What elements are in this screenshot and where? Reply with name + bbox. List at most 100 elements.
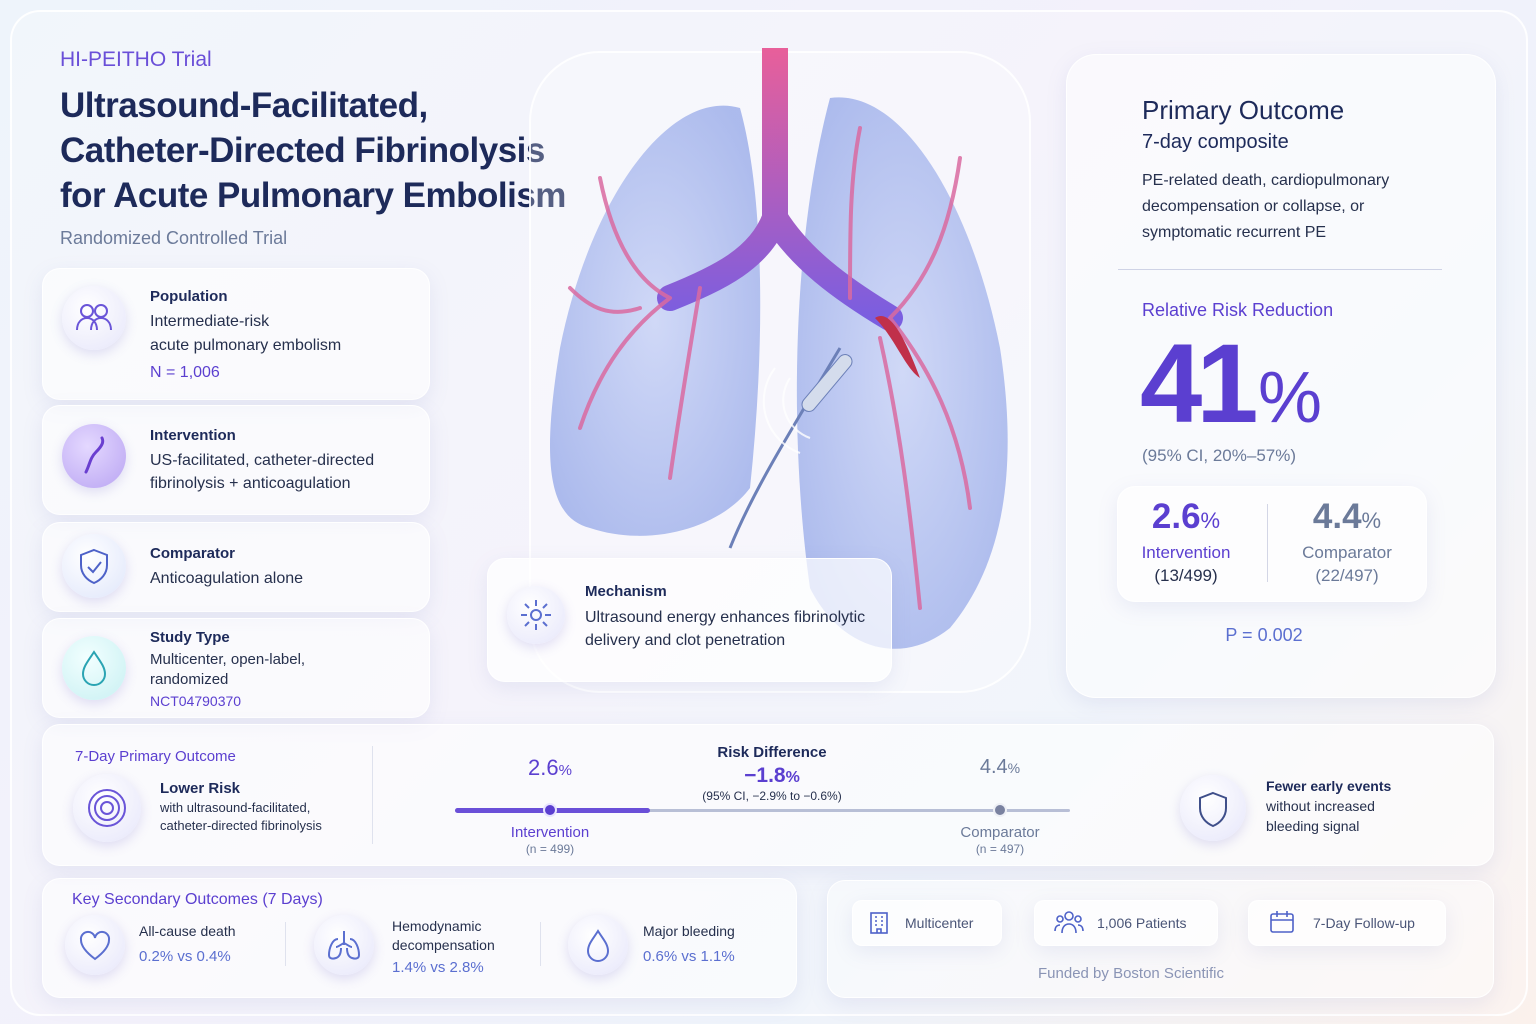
arm-value: 2.6% xyxy=(1106,497,1266,537)
arm-count: (13/499) xyxy=(1154,566,1218,585)
unit: % xyxy=(1361,508,1382,533)
secondary-value: 1.4% vs 2.8% xyxy=(392,959,484,976)
pico-line: fibrinolysis + anticoagulation xyxy=(150,475,351,492)
divider xyxy=(285,922,286,966)
people-icon xyxy=(1054,911,1084,934)
unit: % xyxy=(785,769,800,786)
arm-value: 4.4% xyxy=(1267,497,1427,537)
divider xyxy=(372,746,373,844)
description-line: symptomatic recurrent PE xyxy=(1142,224,1327,241)
note-line: bleeding signal xyxy=(1266,818,1360,834)
pico-line: acute pulmonary embolism xyxy=(150,337,342,354)
shield-icon xyxy=(80,548,108,585)
icon xyxy=(65,915,125,975)
icon xyxy=(62,636,126,700)
divider xyxy=(540,922,541,966)
heart-icon xyxy=(79,930,111,961)
rrr-value: 41 xyxy=(1140,321,1259,446)
track xyxy=(455,809,1070,812)
arms-box xyxy=(1117,486,1427,602)
lung-icon xyxy=(327,931,361,960)
pico-note: N = 1,006 xyxy=(150,364,220,381)
icon xyxy=(507,586,565,644)
badge-label: Multicenter xyxy=(905,915,974,931)
note-line: Fewer early events xyxy=(1266,778,1392,794)
title-line: Catheter-Directed Fibrinolysis xyxy=(60,131,545,170)
divider xyxy=(1118,269,1442,270)
badge xyxy=(852,900,1002,946)
mechanism-label: Mechanism xyxy=(585,583,667,600)
funding: Funded by Boston Scientific xyxy=(1038,965,1224,982)
description-line: PE-related death, cardiopulmonary xyxy=(1142,172,1390,189)
pico-label: Study Type xyxy=(150,629,230,646)
unit: % xyxy=(1007,760,1021,776)
description-line: decompensation or collapse, or xyxy=(1142,198,1365,215)
secondary-label: decompensation xyxy=(392,937,495,953)
secondary-label: All-cause death xyxy=(139,923,236,939)
pico-note: NCT04790370 xyxy=(150,693,242,709)
people-icon xyxy=(76,304,112,331)
arm-label: Intervention xyxy=(1141,543,1231,562)
summary-n: (n = 499) xyxy=(525,842,575,856)
drop-icon xyxy=(586,929,610,962)
summary-n: (n = 497) xyxy=(975,842,1025,856)
eyebrow: HI-PEITHO Trial xyxy=(60,48,212,71)
mechanism-line: Ultrasound energy enhances fibrinolytic xyxy=(585,609,866,626)
badge xyxy=(1034,900,1218,946)
summary-line: with ultrasound-facilitated, xyxy=(160,800,311,815)
pico-line: Intermediate-risk xyxy=(150,313,270,330)
summary-arm: Intervention xyxy=(510,824,590,841)
mechanism-line: delivery and clot penetration xyxy=(585,632,786,649)
pico-line: Anticoagulation alone xyxy=(150,570,304,587)
unit: % xyxy=(1200,508,1221,533)
summary-line: catheter-directed fibrinolysis xyxy=(160,818,322,833)
icon xyxy=(62,286,126,350)
marker xyxy=(993,803,1007,817)
drop-icon xyxy=(81,650,107,686)
icon xyxy=(73,774,141,842)
building-icon xyxy=(870,912,888,934)
p-value: P = 0.002 xyxy=(1225,625,1303,645)
catheter-icon xyxy=(84,436,105,474)
rd-value: −1.8% xyxy=(672,764,872,788)
pico-line: randomized xyxy=(150,671,229,688)
summary-label: 7-Day Primary Outcome xyxy=(75,748,236,765)
target-icon xyxy=(88,789,126,827)
pico-line: Multicenter, open-label, xyxy=(150,651,306,668)
summary-value: 4.4% xyxy=(920,756,1080,779)
pico-label: Population xyxy=(150,288,228,305)
divider xyxy=(1267,504,1268,582)
burst-icon xyxy=(521,600,551,630)
rrr-ci: (95% CI, 20%–57%) xyxy=(1142,446,1297,465)
subtitle: Randomized Controlled Trial xyxy=(60,228,288,248)
note-line: without increased xyxy=(1266,798,1375,814)
summary-heading: Lower Risk xyxy=(160,780,241,797)
value: −1.8 xyxy=(744,764,786,787)
value: 2.6 xyxy=(528,755,559,780)
calendar-icon xyxy=(1270,911,1294,933)
lung-illustration xyxy=(529,48,1031,693)
primary-subtitle: 7-day composite xyxy=(1142,131,1289,153)
rd-ci: (95% CI, −2.9% to −0.6%) xyxy=(702,789,842,803)
badge-label: 1,006 Patients xyxy=(1097,915,1187,931)
value: 2.6 xyxy=(1151,497,1201,536)
secondary-title: Key Secondary Outcomes (7 Days) xyxy=(72,891,323,908)
summary-value: 2.6% xyxy=(470,755,630,781)
arm-label: Comparator xyxy=(1302,543,1392,562)
rd-label: Risk Difference xyxy=(717,744,827,761)
arm-count: (22/497) xyxy=(1315,566,1379,585)
value: 4.4 xyxy=(1312,497,1362,536)
title-line: for Acute Pulmonary Embolism xyxy=(60,176,566,215)
shield-icon xyxy=(1199,791,1227,828)
secondary-value: 0.2% vs 0.4% xyxy=(139,948,231,965)
icon xyxy=(314,915,374,975)
icon xyxy=(1180,775,1246,841)
value: 4.4 xyxy=(979,756,1008,778)
marker xyxy=(543,803,557,817)
pico-line: US-facilitated, catheter-directed xyxy=(150,452,375,469)
summary-card xyxy=(42,724,1494,866)
secondary-label: Hemodynamic xyxy=(392,918,482,934)
rrr-label: Relative Risk Reduction xyxy=(1142,300,1334,320)
secondary-card xyxy=(42,878,797,998)
